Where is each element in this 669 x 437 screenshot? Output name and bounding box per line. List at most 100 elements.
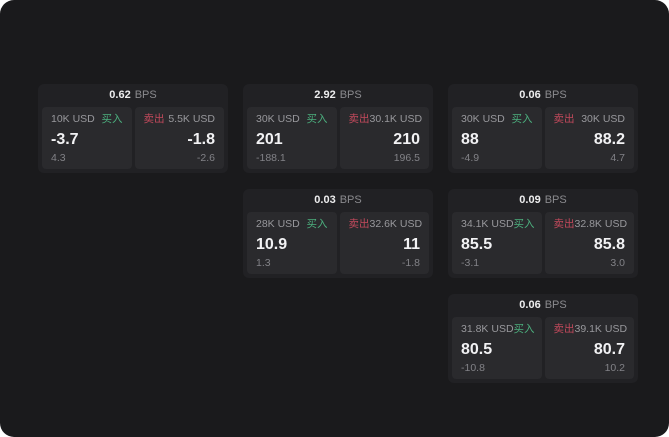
sell-side-label: 卖出 xyxy=(143,113,165,125)
card-header: 0.62 BPS xyxy=(42,84,224,107)
sell-label-row: 卖出 32.8K USD xyxy=(553,218,628,230)
buy-panel[interactable]: 30K USD 买入 201 -188.1 xyxy=(247,107,337,169)
buy-sub-value: -3.1 xyxy=(461,256,480,269)
quote-panels: 30K USD 买入 88 -4.9 卖出 30K USD 88.2 4.7 xyxy=(452,107,634,169)
buy-panel[interactable]: 31.8K USD 买入 80.5 -10.8 xyxy=(452,317,542,379)
bps-value: 0.06 xyxy=(519,299,541,311)
bps-value: 2.92 xyxy=(314,89,336,101)
bps-value: 0.06 xyxy=(519,89,541,101)
card-header: 0.03 BPS xyxy=(247,189,429,212)
buy-side-label: 买入 xyxy=(306,218,328,230)
card-header: 0.06 BPS xyxy=(452,294,634,317)
buy-panel[interactable]: 34.1K USD 买入 85.5 -3.1 xyxy=(452,212,542,274)
buy-panel[interactable]: 28K USD 买入 10.9 1.3 xyxy=(247,212,337,274)
sell-price: 210 xyxy=(393,130,420,148)
sell-price: 80.7 xyxy=(593,340,625,358)
buy-label-row: 10K USD 买入 xyxy=(51,114,123,125)
bps-unit: BPS xyxy=(544,89,567,101)
sell-sub-value: 4.7 xyxy=(610,151,625,164)
sell-panel[interactable]: 卖出 32.6K USD 11 -1.8 xyxy=(339,212,429,274)
buy-price: -3.7 xyxy=(51,130,79,148)
bps-value: 0.62 xyxy=(109,89,131,101)
sell-panel[interactable]: 卖出 30K USD 88.2 4.7 xyxy=(544,107,634,169)
sell-amount: 30.1K USD xyxy=(369,113,423,125)
sell-label-row: 卖出 5.5K USD xyxy=(144,114,216,125)
bps-value: 0.03 xyxy=(314,194,336,206)
sell-amount: 32.8K USD xyxy=(574,218,628,230)
sell-price: 11 xyxy=(403,235,420,253)
quote-panels: 31.8K USD 买入 80.5 -10.8 卖出 39.1K USD 80.… xyxy=(452,317,634,379)
quote-card: 0.62 BPS 10K USD 买入 -3.7 4.3 卖出 5.5K USD xyxy=(38,84,228,173)
buy-price: 88 xyxy=(461,130,479,148)
buy-price: 80.5 xyxy=(461,340,493,358)
quote-card: 0.03 BPS 28K USD 买入 10.9 1.3 卖出 32.6K US… xyxy=(243,189,433,278)
bps-value: 0.09 xyxy=(519,194,541,206)
buy-price: 10.9 xyxy=(256,235,288,253)
buy-amount: 34.1K USD xyxy=(461,218,514,230)
sell-side-label: 卖出 xyxy=(348,113,370,125)
quote-card: 0.06 BPS 30K USD 买入 88 -4.9 卖出 30K USD xyxy=(448,84,638,173)
bps-unit: BPS xyxy=(339,89,362,101)
buy-label-row: 30K USD 买入 xyxy=(461,114,533,125)
sell-sub-value: -1.8 xyxy=(401,256,420,269)
buy-panel[interactable]: 10K USD 买入 -3.7 4.3 xyxy=(42,107,132,169)
buy-amount: 30K USD xyxy=(461,113,505,125)
buy-side-label: 买入 xyxy=(511,113,533,125)
sell-panel[interactable]: 卖出 5.5K USD -1.8 -2.6 xyxy=(134,107,224,169)
sell-label-row: 卖出 30K USD xyxy=(554,114,626,125)
buy-side-label: 买入 xyxy=(513,218,535,230)
sell-price: 85.8 xyxy=(593,235,625,253)
sell-amount: 32.6K USD xyxy=(369,218,423,230)
buy-amount: 31.8K USD xyxy=(461,323,514,335)
sell-label-row: 卖出 39.1K USD xyxy=(553,323,628,335)
sell-amount: 39.1K USD xyxy=(574,323,628,335)
quote-card: 0.06 BPS 31.8K USD 买入 80.5 -10.8 卖出 39.1… xyxy=(448,294,638,383)
sell-panel[interactable]: 卖出 39.1K USD 80.7 10.2 xyxy=(544,317,634,379)
buy-price: 85.5 xyxy=(461,235,493,253)
sell-panel[interactable]: 卖出 30.1K USD 210 196.5 xyxy=(339,107,429,169)
bps-unit: BPS xyxy=(339,194,362,206)
sell-side-label: 卖出 xyxy=(553,113,575,125)
buy-sub-value: -10.8 xyxy=(461,361,485,374)
sell-price: -1.8 xyxy=(187,130,215,148)
buy-panel[interactable]: 30K USD 买入 88 -4.9 xyxy=(452,107,542,169)
sell-amount: 5.5K USD xyxy=(168,113,215,125)
quote-panels: 34.1K USD 买入 85.5 -3.1 卖出 32.8K USD 85.8… xyxy=(452,212,634,274)
buy-sub-value: 4.3 xyxy=(51,151,66,164)
quote-card: 0.09 BPS 34.1K USD 买入 85.5 -3.1 卖出 32.8K… xyxy=(448,189,638,278)
quote-card: 2.92 BPS 30K USD 买入 201 -188.1 卖出 30.1K … xyxy=(243,84,433,173)
buy-sub-value: 1.3 xyxy=(256,256,271,269)
buy-sub-value: -4.9 xyxy=(461,151,480,164)
sell-sub-value: 10.2 xyxy=(604,361,625,374)
buy-amount: 28K USD xyxy=(256,218,300,230)
sell-sub-value: -2.6 xyxy=(196,151,215,164)
buy-label-row: 28K USD 买入 xyxy=(256,219,328,230)
buy-sub-value: -188.1 xyxy=(256,151,286,164)
sell-sub-value: 196.5 xyxy=(393,151,420,164)
buy-side-label: 买入 xyxy=(513,323,535,335)
sell-panel[interactable]: 卖出 32.8K USD 85.8 3.0 xyxy=(544,212,634,274)
sell-side-label: 卖出 xyxy=(348,218,370,230)
buy-price: 201 xyxy=(256,130,283,148)
bps-unit: BPS xyxy=(544,299,567,311)
buy-side-label: 买入 xyxy=(306,113,328,125)
sell-label-row: 卖出 32.6K USD xyxy=(348,218,423,230)
sell-side-label: 卖出 xyxy=(553,218,575,230)
buy-side-label: 买入 xyxy=(101,113,123,125)
sell-price: 88.2 xyxy=(593,130,625,148)
bps-unit: BPS xyxy=(134,89,157,101)
sell-side-label: 卖出 xyxy=(553,323,575,335)
quote-grid: 0.62 BPS 10K USD 买入 -3.7 4.3 卖出 5.5K USD xyxy=(38,84,638,383)
card-header: 0.09 BPS xyxy=(452,189,634,212)
buy-label-row: 31.8K USD 买入 xyxy=(461,323,535,335)
buy-amount: 30K USD xyxy=(256,113,300,125)
sell-amount: 30K USD xyxy=(581,113,625,125)
sell-label-row: 卖出 30.1K USD xyxy=(348,113,423,125)
card-header: 0.06 BPS xyxy=(452,84,634,107)
quote-panels: 28K USD 买入 10.9 1.3 卖出 32.6K USD 11 -1.8 xyxy=(247,212,429,274)
card-header: 2.92 BPS xyxy=(247,84,429,107)
buy-amount: 10K USD xyxy=(51,113,95,125)
quote-panels: 30K USD 买入 201 -188.1 卖出 30.1K USD 210 1… xyxy=(247,107,429,169)
bps-unit: BPS xyxy=(544,194,567,206)
